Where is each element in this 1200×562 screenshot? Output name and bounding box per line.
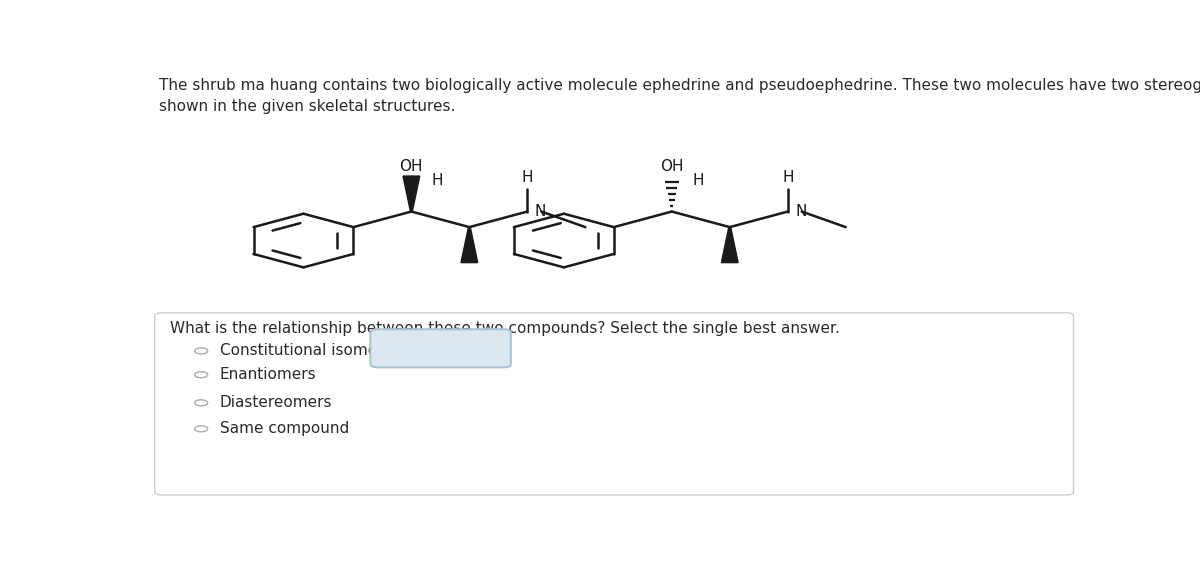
Text: Diastereomers: Diastereomers: [220, 395, 332, 410]
Text: Same compound: Same compound: [220, 422, 349, 436]
Text: H: H: [692, 173, 703, 188]
Text: OH: OH: [660, 159, 684, 174]
Text: Enantiomers: Enantiomers: [220, 367, 317, 382]
Text: H: H: [522, 170, 533, 185]
Polygon shape: [721, 227, 738, 262]
Text: The shrub ma huang contains two biologically active molecule ephedrine and pseud: The shrub ma huang contains two biologic…: [160, 78, 1200, 114]
Text: H: H: [432, 173, 443, 188]
Text: H: H: [782, 170, 793, 185]
Text: What is the relationship between these two compounds? Select the single best ans: What is the relationship between these t…: [170, 320, 840, 336]
FancyBboxPatch shape: [155, 313, 1074, 495]
Text: OH: OH: [400, 159, 424, 174]
Text: Constitutional isomers: Constitutional isomers: [220, 343, 391, 359]
Text: N: N: [535, 204, 546, 219]
Text: N: N: [796, 204, 806, 219]
Text: ↺: ↺: [457, 339, 474, 358]
Polygon shape: [403, 176, 420, 211]
FancyBboxPatch shape: [371, 329, 511, 368]
Polygon shape: [461, 227, 478, 262]
Text: X: X: [409, 339, 421, 357]
